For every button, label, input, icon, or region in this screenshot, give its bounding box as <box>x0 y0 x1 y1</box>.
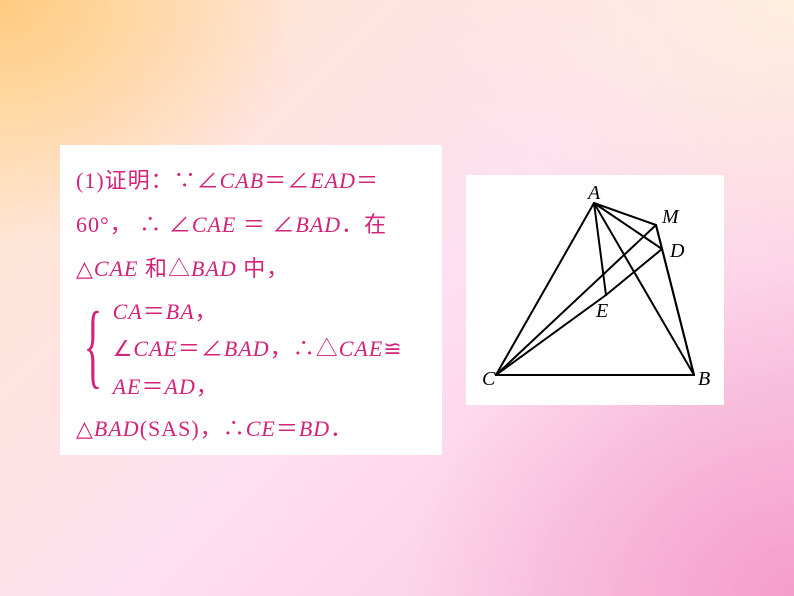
t: AE <box>113 374 142 399</box>
t: ， <box>195 299 218 324</box>
proof-text-box: (1)证明：∵∠CAB＝∠EAD＝ 60°， ∴ ∠CAE ＝ ∠BAD．在 △… <box>60 145 442 455</box>
edge-D-A <box>594 203 662 249</box>
t: ．在 <box>341 212 387 237</box>
geometry-figure-box: A MD E C B <box>466 175 724 405</box>
t: CE <box>246 416 276 441</box>
t: BAD <box>94 416 140 441</box>
t: ∠ <box>113 336 134 361</box>
proof-line-3: △CAE 和△BAD 中， <box>76 247 426 291</box>
t: ． <box>330 416 353 441</box>
vertex-label-C: C <box>482 368 496 390</box>
t: CAB <box>220 168 265 193</box>
geometry-diagram: A MD E C B <box>476 185 714 395</box>
t: ＝ <box>276 416 299 441</box>
proof-line-2: 60°， ∴ ∠CAE ＝ ∠BAD．在 <box>76 203 426 247</box>
t: AD <box>165 374 196 399</box>
proof-brace-block: { CA＝BA， ∠CAE＝∠BAD，∴△CAE≌ AE＝AD， <box>76 293 426 405</box>
t: ，∴△ <box>270 336 339 361</box>
t: ＝ <box>142 374 165 399</box>
t: EAD <box>310 168 356 193</box>
t: BA <box>166 299 195 324</box>
edge-E-D <box>606 249 662 295</box>
t: 中， <box>237 256 290 281</box>
proof-line-1: (1)证明：∵∠CAB＝∠EAD＝ <box>76 159 426 203</box>
brace-line-3: AE＝AD， <box>113 368 403 405</box>
edge-C-M <box>496 225 656 375</box>
brace-lines: CA＝BA， ∠CAE＝∠BAD，∴△CAE≌ AE＝AD， <box>113 293 403 405</box>
edge-A-B <box>594 203 694 375</box>
vertex-label-B: B <box>698 368 710 390</box>
t: BD <box>299 416 330 441</box>
t: CAE <box>192 212 237 237</box>
t: CAE <box>339 336 384 361</box>
content-row: (1)证明：∵∠CAB＝∠EAD＝ 60°， ∴ ∠CAE ＝ ∠BAD．在 △… <box>60 145 724 455</box>
t: BAD <box>295 212 341 237</box>
vertex-label-M: M <box>661 206 680 228</box>
left-brace-icon: { <box>84 300 103 395</box>
t: ＝∠ <box>264 168 310 193</box>
t: ≌ <box>383 336 402 361</box>
t: ， <box>196 374 219 399</box>
t: BAD <box>191 256 237 281</box>
t: BAD <box>224 336 270 361</box>
t: CAE <box>94 256 139 281</box>
t: △ <box>76 416 94 441</box>
vertex-label-D: D <box>669 240 685 262</box>
edge-C-A <box>496 203 594 375</box>
t: ＝∠ <box>178 336 224 361</box>
t: 和△ <box>138 256 191 281</box>
proof-line-7: △BAD(SAS)，∴CE＝BD． <box>76 407 426 451</box>
t: CA <box>113 299 143 324</box>
edge-A-M <box>594 203 656 225</box>
t: ＝ <box>356 168 379 193</box>
vertex-label-A: A <box>586 185 601 204</box>
brace-line-1: CA＝BA， <box>113 293 403 330</box>
t: ＝ <box>143 299 166 324</box>
t: △ <box>76 256 94 281</box>
t: (1)证明：∵∠ <box>76 168 220 193</box>
brace-line-2: ∠CAE＝∠BAD，∴△CAE≌ <box>113 330 403 367</box>
t: ＝ ∠ <box>236 212 295 237</box>
t: 60°， ∴ ∠ <box>76 212 192 237</box>
edge-C-E <box>496 295 606 375</box>
t: CAE <box>133 336 178 361</box>
t: (SAS)，∴ <box>140 416 246 441</box>
vertex-label-E: E <box>595 300 608 322</box>
